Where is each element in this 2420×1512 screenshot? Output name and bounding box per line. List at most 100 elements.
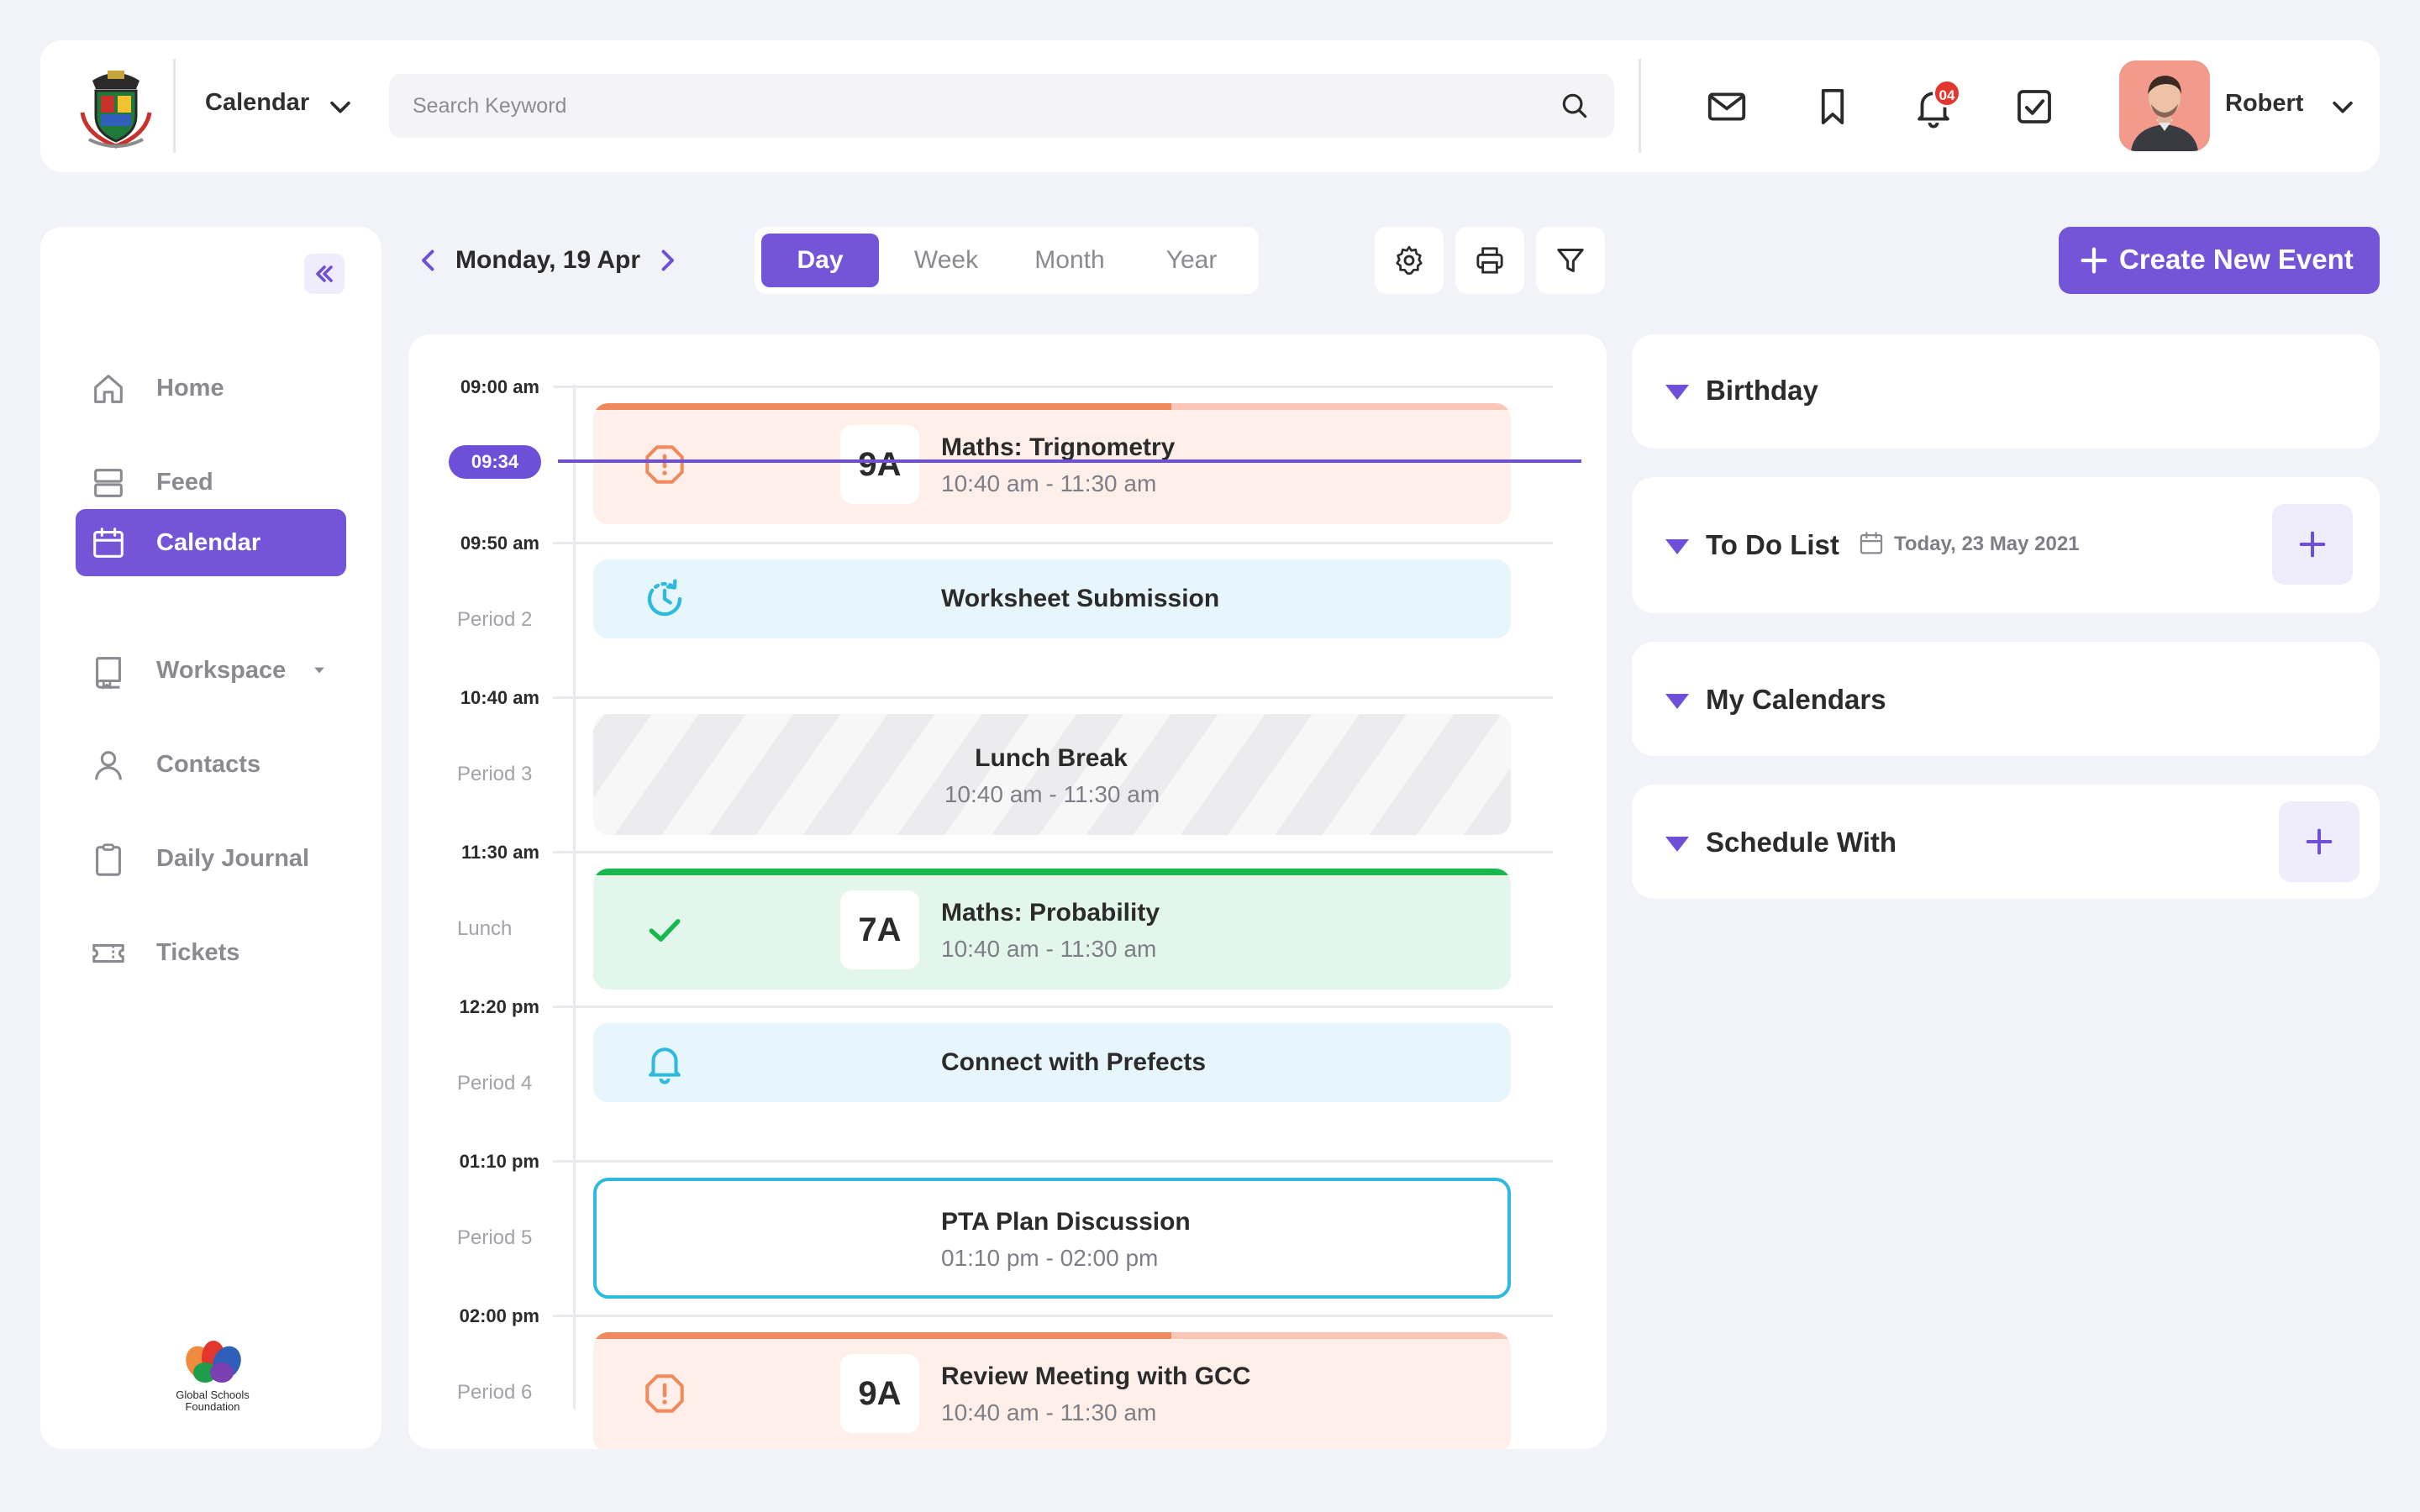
plus-icon bbox=[2299, 531, 2326, 558]
slot-divider bbox=[553, 386, 1553, 388]
user-icon bbox=[95, 751, 122, 780]
top-header: Calendar 04 Robert bbox=[40, 40, 2380, 172]
module-selector-label[interactable]: Calendar bbox=[205, 89, 310, 116]
slot-divider bbox=[553, 1005, 1553, 1008]
chevrons-left-icon bbox=[316, 265, 333, 282]
add-schedule-with-button[interactable] bbox=[2279, 801, 2360, 882]
sidebar-item-contacts[interactable]: Contacts bbox=[76, 731, 346, 798]
birthday-panel[interactable]: Birthday bbox=[1632, 334, 2380, 449]
caret-down-icon[interactable] bbox=[1665, 694, 1689, 709]
sidebar-item-feed[interactable]: Feed bbox=[76, 449, 346, 516]
event-card[interactable]: Lunch Break 10:40 am - 11:30 am bbox=[593, 714, 1511, 835]
period-label: Period 5 bbox=[457, 1226, 533, 1249]
time-slot-label: 10:40 am bbox=[460, 687, 539, 708]
panel-title: Schedule With bbox=[1706, 827, 1897, 858]
event-time: 10:40 am - 11:30 am bbox=[944, 781, 1160, 807]
add-todo-button[interactable] bbox=[2272, 504, 2353, 585]
event-time: 10:40 am - 11:30 am bbox=[941, 1399, 1157, 1425]
user-name[interactable]: Robert bbox=[2225, 90, 2304, 117]
panel-title: My Calendars bbox=[1706, 684, 1886, 715]
tab-year[interactable]: Year bbox=[1165, 246, 1218, 274]
period-label: Period 4 bbox=[457, 1072, 533, 1095]
feed-icon bbox=[94, 469, 123, 497]
caret-down-icon[interactable] bbox=[1665, 385, 1689, 400]
caret-down-icon[interactable] bbox=[1665, 837, 1689, 852]
my-calendars-panel[interactable]: My Calendars bbox=[1632, 642, 2380, 756]
print-button[interactable] bbox=[1455, 227, 1524, 294]
event-progress-fill bbox=[593, 869, 1511, 875]
chevron-down-icon[interactable] bbox=[326, 92, 355, 121]
schedule-with-panel[interactable]: Schedule With bbox=[1632, 785, 2380, 899]
class-badge: 7A bbox=[840, 890, 919, 969]
sidebar-item-label: Calendar bbox=[156, 529, 261, 556]
plus-icon bbox=[2081, 247, 2107, 274]
header-divider bbox=[1639, 59, 1641, 153]
period-label: Period 3 bbox=[457, 763, 533, 785]
next-day-button[interactable] bbox=[652, 245, 682, 276]
event-card[interactable]: 9A Review Meeting with GCC 10:40 am - 11… bbox=[593, 1332, 1511, 1449]
period-label: Lunch bbox=[457, 917, 513, 940]
view-switcher: Day Week Month Year bbox=[755, 227, 1259, 294]
event-title: PTA Plan Discussion bbox=[941, 1208, 1191, 1236]
current-time-line bbox=[558, 459, 1581, 463]
sidebar-item-tickets[interactable]: Tickets bbox=[76, 919, 346, 986]
caret-down-icon[interactable] bbox=[1665, 539, 1689, 554]
slot-divider bbox=[553, 1315, 1553, 1317]
school-crest-logo[interactable] bbox=[74, 62, 158, 155]
panel-title: To Do List bbox=[1706, 529, 1839, 560]
tab-week[interactable]: Week bbox=[913, 246, 979, 274]
tab-day[interactable]: Day bbox=[761, 234, 879, 287]
event-title: Maths: Probability bbox=[941, 899, 1160, 927]
alert-octagon-icon bbox=[645, 1374, 684, 1413]
sidebar-item-workspace[interactable]: Workspace bbox=[76, 637, 346, 704]
ticket-icon bbox=[92, 943, 124, 963]
time-slot-label: 11:30 am bbox=[461, 842, 539, 863]
event-card[interactable]: 7A Maths: Probability 10:40 am - 11:30 a… bbox=[593, 869, 1511, 990]
period-label: Period 6 bbox=[457, 1381, 533, 1404]
search-icon[interactable] bbox=[1559, 90, 1591, 122]
notification-badge: 04 bbox=[1933, 79, 1961, 108]
event-progress-fill bbox=[593, 403, 1171, 410]
slot-divider bbox=[553, 542, 1553, 544]
event-title: Maths: Trignometry bbox=[941, 433, 1176, 461]
collapse-sidebar-button[interactable] bbox=[304, 254, 345, 294]
clock-refresh-icon bbox=[647, 579, 682, 617]
sidebar-item-calendar[interactable]: Calendar bbox=[76, 509, 346, 576]
chevron-down-icon[interactable] bbox=[2328, 92, 2357, 121]
time-slot-label: 09:50 am bbox=[460, 533, 539, 554]
calendar-icon bbox=[93, 528, 124, 558]
event-card[interactable]: Worksheet Submission bbox=[593, 559, 1511, 638]
period-label: Period 2 bbox=[457, 608, 533, 631]
home-icon bbox=[94, 375, 123, 403]
avatar[interactable] bbox=[2119, 60, 2210, 151]
create-new-event-label: Create New Event bbox=[2119, 244, 2354, 275]
checkbox-icon[interactable] bbox=[2012, 84, 2057, 129]
sidebar-item-home[interactable]: Home bbox=[76, 354, 346, 422]
event-card[interactable]: PTA Plan Discussion 01:10 pm - 02:00 pm bbox=[593, 1178, 1511, 1299]
sidebar-item-label: Workspace bbox=[156, 657, 287, 684]
event-card[interactable]: Connect with Prefects bbox=[593, 1023, 1511, 1102]
foundation-logo-line: Global Schools bbox=[176, 1389, 250, 1401]
foundation-logo-line: Foundation bbox=[185, 1400, 240, 1413]
sidebar-item-label: Tickets bbox=[156, 939, 240, 966]
clipboard-icon bbox=[96, 843, 121, 876]
previous-day-button[interactable] bbox=[413, 245, 444, 276]
event-card[interactable]: 9A Maths: Trignometry 10:40 am - 11:30 a… bbox=[593, 403, 1511, 524]
time-slot-label: 09:00 am bbox=[460, 376, 539, 397]
create-new-event-button[interactable]: Create New Event bbox=[2059, 227, 2380, 294]
bookmark-icon[interactable] bbox=[1810, 84, 1855, 129]
sidebar-item-label: Contacts bbox=[156, 751, 261, 778]
sidebar-item-daily-journal[interactable]: Daily Journal bbox=[76, 825, 346, 892]
settings-button[interactable] bbox=[1375, 227, 1444, 294]
event-time: 10:40 am - 11:30 am bbox=[941, 470, 1157, 496]
todo-date: Today, 23 May 2021 bbox=[1894, 533, 2080, 555]
caret-down-icon[interactable] bbox=[311, 662, 328, 679]
printer-icon bbox=[1476, 247, 1503, 274]
tab-month[interactable]: Month bbox=[1034, 246, 1105, 274]
mail-icon[interactable] bbox=[1704, 84, 1749, 129]
sidebar-item-label: Daily Journal bbox=[156, 845, 310, 872]
class-badge: 9A bbox=[840, 425, 919, 504]
todo-list-panel[interactable]: To Do List Today, 23 May 2021 bbox=[1632, 477, 2380, 613]
filter-button[interactable] bbox=[1536, 227, 1605, 294]
search-input[interactable] bbox=[413, 74, 1539, 138]
